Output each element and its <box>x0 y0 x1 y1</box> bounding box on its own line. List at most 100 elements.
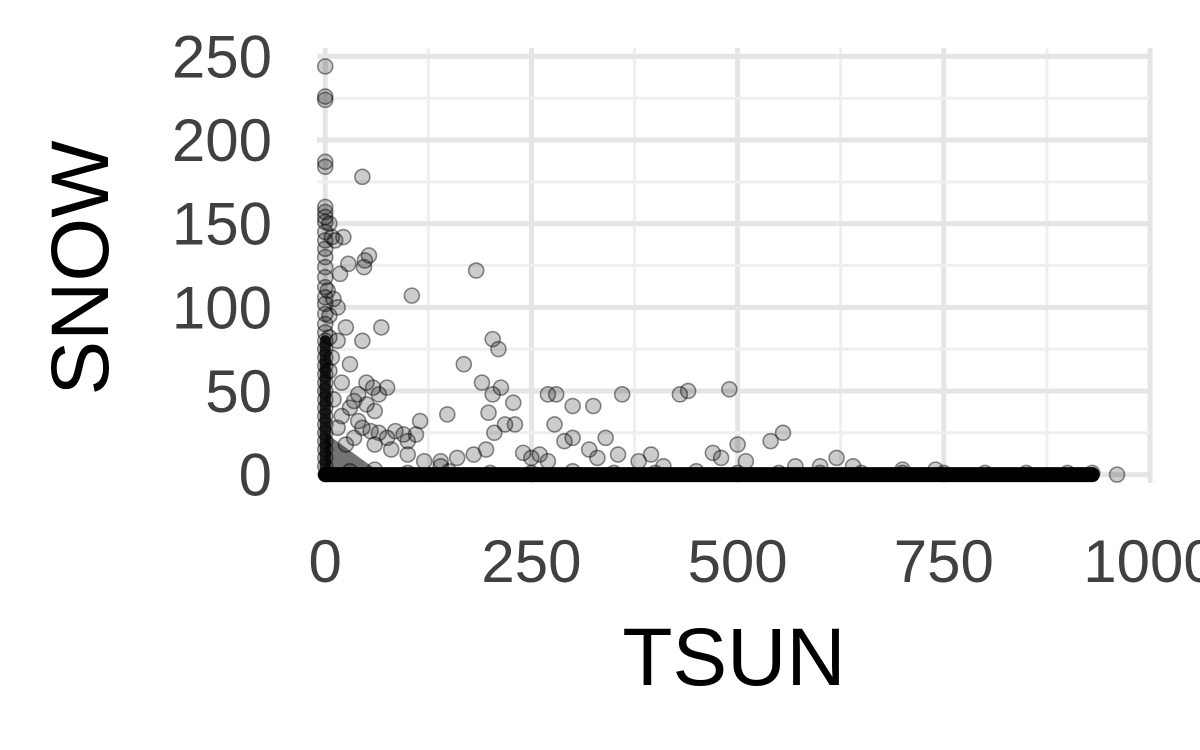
data-point <box>439 406 456 423</box>
data-point <box>506 416 524 433</box>
data-point <box>337 319 355 336</box>
data-point <box>333 374 351 391</box>
data-point <box>316 288 334 306</box>
y-tick-label: 150 <box>172 191 272 258</box>
data-point <box>721 381 738 398</box>
data-point <box>399 446 417 463</box>
data-point <box>642 446 660 463</box>
data-point <box>415 452 433 470</box>
data-point <box>316 240 334 258</box>
x-tick-label: 0 <box>309 528 342 595</box>
data-point <box>329 419 346 437</box>
data-point <box>455 355 473 373</box>
data-point <box>378 379 396 396</box>
data-point <box>360 247 378 264</box>
data-point <box>465 446 483 463</box>
x-tick-label: 250 <box>481 528 581 595</box>
data-point <box>399 432 417 450</box>
data-point <box>679 382 697 400</box>
dense-points-corner <box>325 432 383 475</box>
data-point <box>316 158 334 176</box>
data-point <box>358 374 375 391</box>
data-point <box>316 278 334 296</box>
data-point <box>341 399 359 417</box>
data-point <box>354 419 371 437</box>
data-point <box>366 436 384 453</box>
data-point <box>341 355 359 373</box>
data-point <box>329 332 346 350</box>
data-point <box>704 444 722 462</box>
data-point <box>504 394 522 411</box>
data-point <box>370 386 388 403</box>
data-point <box>378 429 396 447</box>
data-point <box>335 228 352 246</box>
y-axis-title: SNOW <box>35 140 126 396</box>
data-point <box>316 268 334 286</box>
data-point <box>486 424 503 442</box>
data-point <box>539 452 557 470</box>
y-axis-tick-labels: 0 50 100 150 200 250 <box>172 23 272 508</box>
x-tick-label: 500 <box>688 528 788 595</box>
data-point <box>609 446 627 463</box>
data-point <box>1108 466 1126 483</box>
data-point <box>356 252 374 269</box>
data-point <box>326 232 344 249</box>
y-tick-label: 50 <box>205 358 272 425</box>
data-point <box>531 446 548 463</box>
data-point <box>523 449 540 467</box>
data-point <box>316 153 334 171</box>
data-point <box>547 386 565 403</box>
data-point <box>340 255 357 273</box>
data-point <box>316 208 334 226</box>
data-point <box>366 402 384 420</box>
data-point <box>345 429 363 447</box>
data-point <box>496 416 514 433</box>
data-point <box>539 386 557 403</box>
data-point <box>316 91 334 109</box>
data-point <box>403 287 421 304</box>
x-axis-title: TSUN <box>622 612 845 703</box>
y-tick-label: 100 <box>172 274 272 341</box>
data-point <box>564 429 581 447</box>
data-point <box>319 282 337 299</box>
data-point <box>370 424 388 442</box>
data-point <box>387 422 404 440</box>
data-point <box>316 295 334 313</box>
data-points <box>316 58 1126 483</box>
data-point <box>580 441 598 458</box>
data-point <box>671 386 689 403</box>
data-point <box>316 305 334 323</box>
dense-data-band <box>317 335 1100 483</box>
data-point <box>316 203 334 221</box>
data-point <box>373 319 390 336</box>
data-point <box>490 340 507 358</box>
data-point <box>316 248 334 266</box>
x-tick-label: 750 <box>894 528 994 595</box>
data-point <box>316 315 334 333</box>
data-point <box>762 432 779 450</box>
data-point <box>329 299 346 316</box>
data-point <box>613 386 631 403</box>
data-point <box>358 396 375 413</box>
data-point <box>316 198 334 216</box>
data-point <box>316 213 334 231</box>
data-point <box>448 449 466 467</box>
data-point <box>349 412 367 430</box>
data-point <box>345 392 363 410</box>
data-point <box>316 232 334 249</box>
data-point <box>349 386 367 403</box>
data-point <box>362 422 379 440</box>
x-tick-label: 1000 <box>1083 528 1200 595</box>
y-tick-label: 0 <box>239 442 272 509</box>
data-point <box>316 58 334 75</box>
data-point <box>395 426 412 443</box>
grid-lines <box>317 48 1153 483</box>
data-point <box>354 168 371 186</box>
data-point <box>564 397 581 415</box>
data-point <box>411 412 429 430</box>
data-point <box>407 426 425 443</box>
data-point <box>484 330 501 348</box>
data-point <box>492 379 510 396</box>
data-point <box>316 223 334 241</box>
